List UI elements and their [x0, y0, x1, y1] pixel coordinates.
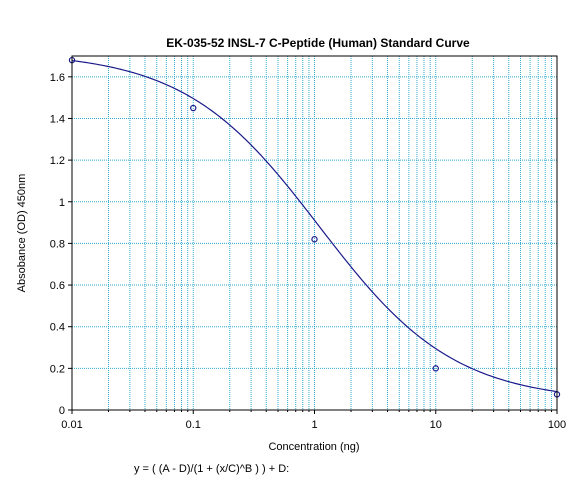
y-tick-label: 0	[59, 405, 65, 417]
y-tick-label: 0.2	[50, 363, 65, 375]
x-tick-label: 0.01	[61, 419, 82, 431]
y-tick-label: 0.4	[50, 322, 65, 334]
y-tick-label: 1	[59, 197, 65, 209]
y-tick-labels: 0 0.2 0.4 0.6 0.8 1 1.2 1.4 1.6	[50, 72, 65, 417]
x-axis-label: Concentration (ng)	[268, 441, 359, 453]
grid-lines	[72, 56, 557, 410]
fitted-curve-layer	[71, 59, 558, 393]
x-tick-label: 1	[311, 419, 317, 431]
x-tick-label: 0.1	[186, 419, 201, 431]
data-point	[432, 365, 439, 372]
data-point	[311, 236, 318, 243]
y-tick-label: 0.8	[50, 238, 65, 250]
y-axis-label: Absobance (OD) 450nm	[16, 174, 28, 293]
y-tick-label: 1.6	[50, 72, 65, 84]
y-tick-label: 0.6	[50, 280, 65, 292]
data-point	[190, 104, 197, 112]
y-tick-label: 1.4	[50, 113, 65, 125]
chart-title: EK-035-52 INSL-7 C-Peptide (Human) Stand…	[166, 36, 470, 50]
curve-formula: y = ( (A - D)/(1 + (x/C)^B ) ) + D:	[134, 463, 290, 475]
x-tick-label: 10	[430, 419, 442, 431]
x-tick-labels: 0.01 0.1 1 10 100	[61, 419, 566, 431]
y-tick-label: 1.2	[50, 155, 65, 167]
fitted-curve	[71, 59, 558, 393]
x-tick-label: 100	[548, 419, 566, 431]
axes	[68, 55, 558, 414]
